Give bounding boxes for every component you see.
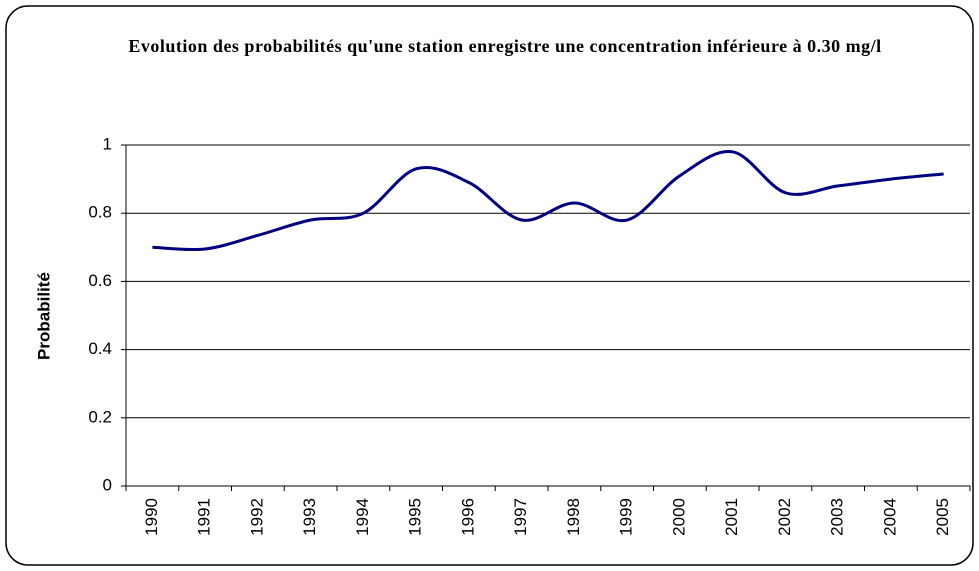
y-axis-label: Probabilité — [34, 272, 53, 360]
x-tick-label: 2004 — [880, 498, 899, 536]
x-tick-label: 1997 — [511, 498, 530, 536]
x-tick-label: 2002 — [775, 498, 794, 536]
x-tick-label: 1994 — [353, 498, 372, 536]
chart-title: Evolution des probabilités qu'une statio… — [128, 36, 882, 56]
x-tick-label: 1990 — [142, 498, 161, 536]
x-tick-label: 1998 — [564, 498, 583, 536]
x-tick-label: 1991 — [195, 498, 214, 536]
x-tick-label: 2001 — [722, 498, 741, 536]
frame — [5, 5, 974, 566]
y-tick-label: 0.2 — [88, 407, 112, 426]
x-tick-label: 1996 — [458, 498, 477, 536]
x-tick-label: 1999 — [617, 498, 636, 536]
line-series — [152, 150, 944, 252]
y-tick-label: 1 — [103, 134, 112, 153]
y-tick-label: 0 — [103, 475, 112, 494]
x-tick-label: 1993 — [300, 498, 319, 536]
x-tick-label: 1992 — [247, 498, 266, 536]
x-tick-label: 2000 — [669, 498, 688, 536]
x-tick-label: 2003 — [828, 498, 847, 536]
x-tick-label: 2005 — [933, 498, 952, 536]
y-tick-label: 0.4 — [88, 339, 112, 358]
x-tick-label: 1995 — [406, 498, 425, 536]
y-tick-label: 0.8 — [88, 203, 112, 222]
y-tick-label: 0.6 — [88, 271, 112, 290]
